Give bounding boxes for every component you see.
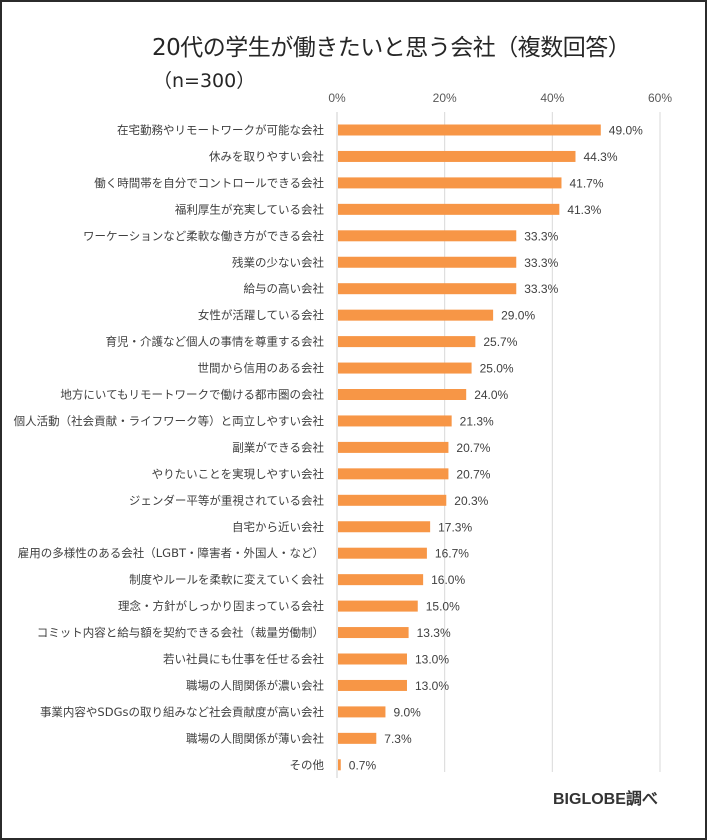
category-label: その他 — [290, 758, 325, 772]
bars — [338, 124, 601, 771]
category-label: 理念・方針がしっかり固まっている会社 — [118, 599, 324, 613]
value-label: 20.7% — [456, 467, 490, 481]
x-axis-ticks: 0% 20% 40% 60% — [328, 91, 672, 105]
value-label: 20.7% — [456, 441, 490, 455]
category-label: 個人活動（社会貢献・ライフワーク等）と両立しやすい会社 — [14, 414, 325, 428]
value-label: 20.3% — [454, 494, 488, 508]
category-label: コミット内容と給与額を契約できる会社（裁量労働制） — [37, 626, 324, 640]
bar — [338, 759, 341, 771]
x-tick-label: 20% — [433, 91, 457, 105]
x-tick-label: 0% — [328, 91, 346, 105]
category-label: 福利厚生が充実している会社 — [175, 202, 325, 216]
category-label: 給与の高い会社 — [244, 282, 325, 296]
category-label: 育児・介護など個人の事情を尊重する会社 — [106, 335, 325, 349]
bar — [338, 336, 476, 348]
value-label: 29.0% — [501, 309, 535, 323]
value-label: 7.3% — [384, 732, 412, 746]
value-label: 24.0% — [474, 388, 508, 402]
category-label: 世間から信用のある会社 — [198, 361, 325, 375]
category-label: 雇用の多様性のある会社（LGBT・障害者・外国人・など） — [18, 546, 324, 560]
value-label: 13.3% — [417, 626, 451, 640]
bar — [338, 494, 447, 506]
bar — [338, 124, 601, 136]
category-label: 自宅から近い会社 — [232, 520, 324, 534]
bar — [338, 521, 431, 533]
category-labels: 在宅勤務やリモートワークが可能な会社休みを取りやすい会社働く時間帯を自分でコント… — [14, 123, 325, 772]
chart-title: 20代の学生が働きたいと思う会社（複数回答） — [152, 35, 631, 61]
value-label: 49.0% — [609, 124, 643, 138]
category-label: 職場の人間関係が薄い会社 — [186, 731, 324, 745]
bar — [338, 309, 494, 321]
value-label: 41.3% — [567, 203, 601, 217]
value-label: 25.7% — [483, 335, 517, 349]
value-label: 33.3% — [524, 282, 558, 296]
bar — [338, 230, 517, 242]
bar — [338, 150, 576, 162]
value-label: 21.3% — [460, 414, 494, 428]
value-label: 13.0% — [415, 679, 449, 693]
bar — [338, 415, 452, 427]
value-label: 15.0% — [426, 600, 460, 614]
x-tick-label: 60% — [648, 91, 672, 105]
bar — [338, 256, 517, 268]
category-label: ワーケーションなど柔軟な働き方ができる会社 — [83, 229, 325, 243]
value-label: 13.0% — [415, 653, 449, 667]
value-labels: 49.0% 44.3% 41.7% 41.3% 33.3% 33.3% 33.3% 29.0%… — [349, 124, 643, 773]
category-label: 若い社員にも仕事を任せる会社 — [163, 652, 324, 666]
category-label: 在宅勤務やリモートワークが可能な会社 — [117, 123, 324, 137]
bar — [338, 283, 517, 295]
bar — [338, 389, 467, 400]
chart-subtitle: （n=300） — [153, 70, 256, 92]
category-label: やりたいことを実現しやすい会社 — [152, 467, 325, 481]
value-label: 41.7% — [569, 176, 603, 190]
value-label: 33.3% — [524, 229, 558, 243]
bar — [338, 679, 407, 691]
bar — [338, 653, 407, 665]
value-label: 17.3% — [438, 520, 472, 534]
bar — [338, 600, 418, 612]
category-label: 制度やルールを柔軟に変えていく会社 — [129, 573, 324, 587]
value-label: 9.0% — [393, 705, 421, 719]
category-label: 地方にいてもリモートワークで働ける都市圏の会社 — [60, 388, 324, 402]
bar — [338, 468, 449, 480]
value-label: 44.3% — [583, 150, 617, 164]
bar — [338, 706, 386, 718]
bar — [338, 627, 409, 639]
category-label: 職場の人間関係が濃い会社 — [186, 678, 324, 692]
category-label: 副業ができる会社 — [232, 440, 324, 454]
bar — [338, 203, 560, 215]
gridlines — [336, 112, 661, 778]
value-label: 33.3% — [524, 256, 558, 270]
value-label: 0.7% — [349, 758, 377, 772]
bar — [338, 574, 424, 586]
value-label: 25.0% — [480, 362, 514, 376]
bar — [338, 732, 377, 744]
category-label: 事業内容やSDGsの取り組みなど社会貢献度が高い会社 — [40, 705, 325, 719]
bar — [338, 362, 472, 374]
value-label: 16.0% — [431, 573, 465, 587]
x-tick-label: 40% — [540, 91, 564, 105]
category-label: 残業の少ない会社 — [232, 255, 324, 269]
bar — [338, 441, 449, 453]
bar — [338, 547, 427, 559]
category-label: ジェンダー平等が重視されている会社 — [129, 493, 325, 507]
category-label: 働く時間帯を自分でコントロールできる会社 — [94, 176, 324, 190]
source-credit: BIGLOBE調べ — [553, 791, 658, 808]
bar — [338, 177, 562, 189]
category-label: 女性が活躍している会社 — [198, 308, 325, 322]
value-label: 16.7% — [435, 547, 469, 561]
category-label: 休みを取りやすい会社 — [209, 149, 324, 163]
